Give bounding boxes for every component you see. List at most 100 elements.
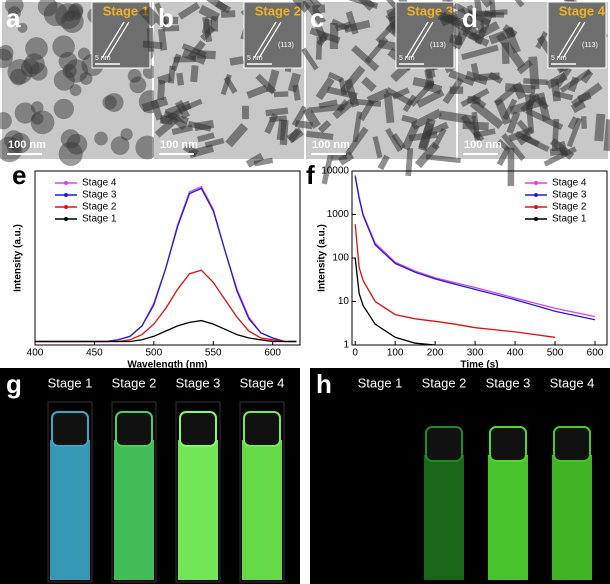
stage-label: Stage 1 [103, 3, 149, 18]
particle [351, 45, 380, 72]
particle [159, 107, 184, 125]
particle [424, 121, 449, 138]
legend-marker [64, 217, 68, 221]
series-line [354, 176, 596, 321]
x-tick-label: 500 [145, 348, 162, 359]
particle [0, 48, 13, 69]
particle [306, 130, 334, 140]
particle [58, 51, 78, 71]
lattice-line [253, 21, 277, 59]
cuvette-glow [242, 440, 282, 580]
cuvette-glow [552, 455, 592, 580]
particle [177, 2, 201, 20]
particle [375, 18, 400, 44]
y-axis-label: Intensity (a.u.) [13, 224, 24, 292]
cuvette-glow [424, 455, 464, 580]
particle [53, 69, 75, 91]
legend-label: Stage 1 [552, 214, 587, 225]
photo-panel: h Stage 1 Stage 2 Stage 3 Stage 4 [310, 368, 610, 584]
particle [161, 16, 179, 25]
plane-label: (113) [278, 42, 294, 49]
x-tick-label: 300 [467, 348, 484, 359]
inset-scale: 5 nm [399, 55, 415, 62]
cuvette-label: Stage 1 [358, 375, 403, 390]
tem-panel: Stage 2 (113) 5 nm 100 nm b [138, 0, 308, 168]
particle [276, 119, 287, 141]
particle [315, 76, 335, 101]
particle [317, 120, 332, 134]
particle [241, 105, 249, 120]
inset-scale: 5 nm [95, 55, 111, 62]
particle [176, 72, 185, 86]
y-tick-label: 1000 [327, 209, 350, 220]
particle [253, 157, 274, 167]
cuvette-cap [179, 411, 217, 447]
particle [310, 104, 344, 114]
particle [361, 76, 377, 92]
particle [229, 56, 244, 66]
particle [449, 86, 464, 94]
particle [471, 21, 500, 42]
particle [291, 105, 308, 127]
particle [508, 126, 534, 142]
x-tick-label: 400 [27, 348, 44, 359]
particle [450, 14, 463, 46]
particle [461, 44, 499, 61]
particle [17, 22, 28, 33]
tem-panel: Stage 1 5 nm 100 nm a [0, 0, 163, 166]
cuvette-glow [50, 440, 90, 580]
particle [163, 25, 180, 32]
particle [523, 78, 548, 86]
x-tick-label: 550 [205, 348, 222, 359]
particle [295, 120, 313, 130]
series-line [35, 185, 297, 343]
particle [129, 76, 147, 94]
particle [409, 80, 435, 107]
scale-label: 100 nm [464, 139, 502, 151]
panel-letter: a [6, 3, 21, 33]
particle [245, 152, 265, 168]
particle [67, 4, 84, 20]
particle [190, 65, 199, 83]
scale-label: 100 nm [312, 139, 350, 151]
particle [410, 108, 443, 130]
particle [527, 94, 536, 110]
particle [187, 120, 212, 132]
particle [468, 9, 508, 17]
y-tick-label: 10 [338, 296, 350, 307]
x-tick-label: 600 [264, 348, 281, 359]
particle [292, 0, 311, 13]
particle [174, 100, 191, 120]
panel-letter: e [12, 160, 26, 190]
particle [581, 116, 587, 129]
particle [385, 127, 403, 153]
cuvette-cap [51, 411, 89, 447]
plane-label: (113) [582, 42, 598, 49]
particle [7, 6, 21, 20]
particle [557, 140, 569, 157]
particle [495, 32, 526, 70]
particle [94, 131, 108, 146]
lattice-line [258, 21, 282, 59]
particle [502, 24, 518, 38]
lattice-line [101, 21, 125, 59]
particle [405, 147, 414, 177]
particle [146, 28, 155, 52]
particle [501, 42, 510, 64]
particle [273, 91, 289, 98]
particle [141, 96, 169, 113]
inset-scale: 5 nm [247, 55, 263, 62]
particle [138, 8, 157, 27]
cuvette-label: Stage 4 [240, 375, 285, 390]
particle [265, 107, 289, 117]
legend-marker [534, 205, 538, 209]
plot-frame [34, 170, 301, 346]
y-tick-label: 10000 [321, 166, 349, 177]
particle [448, 69, 476, 87]
particle [286, 127, 304, 144]
x-tick-label: 600 [587, 348, 604, 359]
legend-label: Stage 2 [82, 202, 117, 213]
legend-label: Stage 3 [82, 190, 117, 201]
legend-marker [534, 217, 538, 221]
cuvette-outline [239, 401, 285, 583]
